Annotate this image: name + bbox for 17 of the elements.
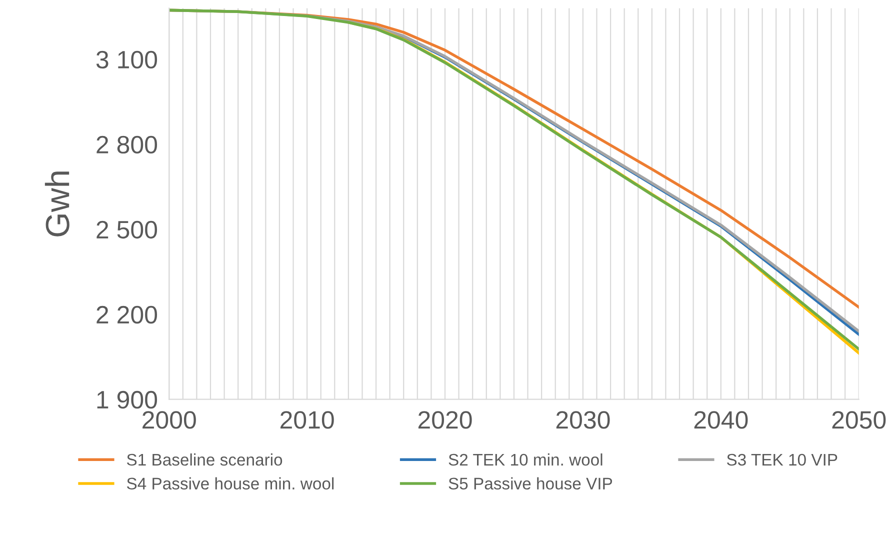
y-tick-label: 1 900	[97, 390, 158, 409]
x-tick-label: 2030	[556, 411, 610, 429]
legend-label: S5 Passive house VIP	[448, 477, 612, 490]
legend-label: S3 TEK 10 VIP	[726, 454, 838, 466]
y-tick-label: 2 500	[96, 220, 158, 239]
x-tick-label: 2000	[142, 411, 196, 429]
x-tick-label: 2040	[694, 411, 748, 429]
y-tick-label: 3 100	[96, 50, 158, 69]
legend-label: S4 Passive house min. wool	[126, 477, 334, 490]
x-tick-label: 2020	[418, 411, 472, 429]
y-tick-label: 2 200	[96, 306, 158, 324]
legend-label: S2 TEK 10 min. wool	[448, 453, 602, 466]
x-tick-label: 2010	[280, 411, 334, 429]
legend-label: S1 Baseline scenario	[126, 453, 282, 466]
x-tick-label: 2050	[832, 411, 886, 429]
y-tick-label: 2 800	[96, 136, 158, 154]
y-axis-title: Gwh	[44, 172, 70, 236]
